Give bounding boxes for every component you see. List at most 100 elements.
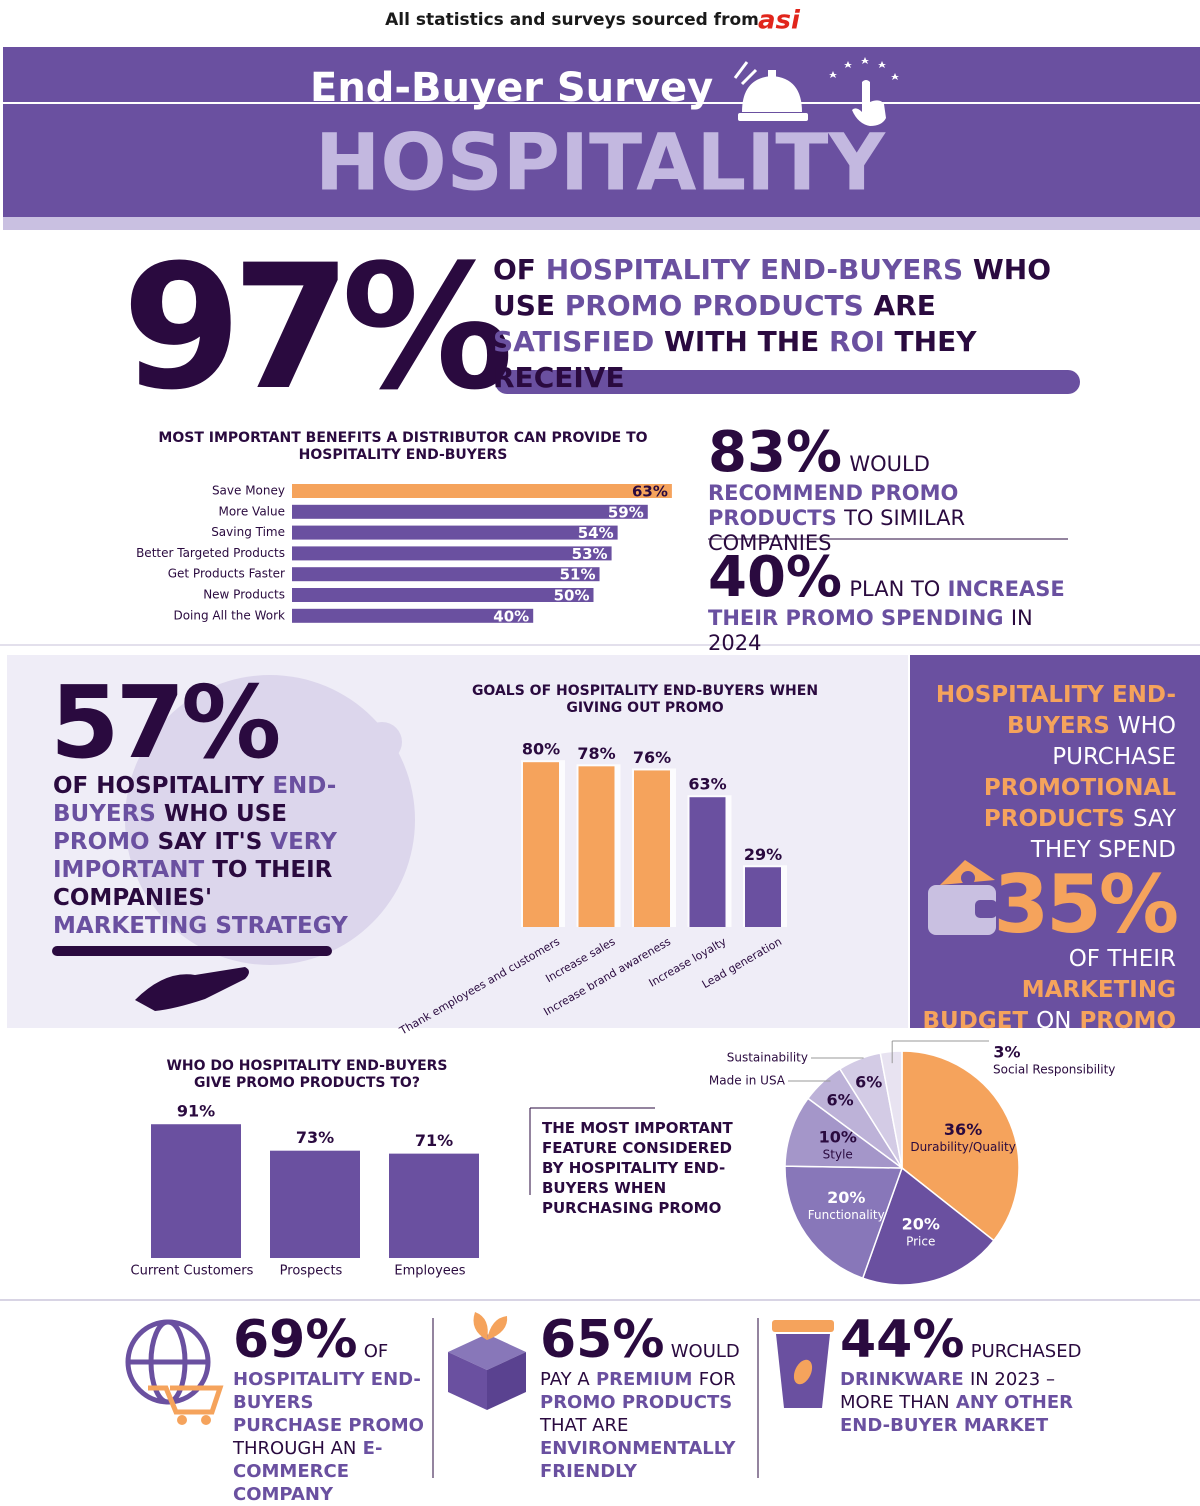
text: WHO PURCHASE bbox=[1052, 713, 1176, 770]
text: FOR bbox=[698, 1369, 736, 1390]
tray bbox=[52, 946, 332, 956]
text: SATISFIED bbox=[493, 325, 655, 358]
value-label: 10% bbox=[819, 1128, 857, 1147]
text: SAY IT'S bbox=[157, 829, 263, 855]
text: DRINKWARE bbox=[840, 1369, 964, 1390]
category-label: Better Targeted Products bbox=[136, 546, 285, 560]
stat-text: HOSPITALITY END-BUYERS WHO PURCHASE PROM… bbox=[926, 680, 1176, 866]
bar bbox=[292, 484, 672, 498]
text: WOULD bbox=[849, 452, 930, 476]
text: PLAN TO bbox=[849, 577, 941, 601]
source-text: All statistics and surveys sourced from bbox=[385, 10, 759, 30]
value-label: 20% bbox=[827, 1188, 865, 1207]
text: PROMO PRODUCTS bbox=[564, 289, 864, 322]
text: WOULD PAY A bbox=[540, 1341, 740, 1390]
text: WITH THE bbox=[664, 325, 820, 358]
value-label: 76% bbox=[633, 748, 671, 767]
text: THROUGH AN bbox=[233, 1438, 357, 1459]
value-label: 73% bbox=[296, 1128, 334, 1147]
bar bbox=[151, 1124, 241, 1258]
cup-icon bbox=[772, 1320, 834, 1408]
text: PROMO PRODUCTS bbox=[540, 1392, 733, 1413]
category-label: Made in USA bbox=[709, 1074, 786, 1088]
value-label: 71% bbox=[415, 1131, 453, 1150]
chart-title: MOST IMPORTANT BENEFITS A DISTRIBUTOR CA… bbox=[158, 430, 648, 463]
decorative-bar bbox=[495, 370, 1080, 394]
stat-value: 57% bbox=[50, 664, 281, 781]
stat-text: 69% OF HOSPITALITY END-BUYERS PURCHASE P… bbox=[233, 1312, 428, 1506]
header-title: HOSPITALITY bbox=[315, 118, 886, 208]
text: RECOMMEND bbox=[708, 481, 863, 505]
bar bbox=[523, 762, 559, 927]
value-label: 20% bbox=[902, 1215, 940, 1234]
bar bbox=[292, 525, 618, 540]
bar bbox=[292, 588, 594, 602]
text: OF HOSPITALITY bbox=[53, 773, 265, 799]
stat-text: 44% PURCHASED DRINKWARE IN 2023 – MORE T… bbox=[840, 1312, 1100, 1437]
text: WHO USE bbox=[163, 801, 288, 827]
text: OF THEIR bbox=[1068, 946, 1176, 972]
wallet-icon bbox=[928, 860, 997, 935]
pie-slice bbox=[861, 1166, 995, 1286]
bar bbox=[745, 867, 781, 927]
bar bbox=[689, 797, 726, 927]
text: HOSPITALITY END-BUYERS PURCHASE PROMO bbox=[233, 1369, 424, 1436]
value-label: 54% bbox=[578, 524, 614, 542]
value-label: 50% bbox=[554, 587, 590, 605]
purple-panel bbox=[910, 655, 1200, 1028]
value-label: 6% bbox=[826, 1091, 853, 1110]
text: ROI bbox=[829, 325, 885, 358]
text: VERY IMPORTANT bbox=[53, 829, 337, 883]
category-label: Functionality bbox=[808, 1208, 885, 1222]
stat-value: 69% bbox=[233, 1310, 358, 1370]
category-label: Doing All the Work bbox=[173, 608, 285, 622]
value-label: 78% bbox=[577, 744, 615, 763]
text: PROMO PRODUCTS bbox=[708, 481, 959, 530]
header-stripe bbox=[3, 217, 1200, 230]
box-icon bbox=[448, 1312, 526, 1410]
category-label: Style bbox=[823, 1148, 853, 1162]
stat-value: 44% bbox=[840, 1310, 965, 1370]
text: MARKETING BUDGET bbox=[922, 977, 1176, 1034]
pie-slice bbox=[784, 1165, 904, 1280]
hand-icon bbox=[135, 967, 249, 1011]
value-label: 63% bbox=[688, 775, 726, 794]
text: MARKETING STRATEGY bbox=[53, 913, 348, 939]
bar bbox=[578, 766, 615, 927]
value-label: 91% bbox=[177, 1102, 215, 1121]
rating-icon bbox=[829, 57, 899, 126]
value-label: 80% bbox=[522, 740, 560, 759]
header-band bbox=[3, 47, 1200, 217]
globe-icon bbox=[125, 1319, 224, 1415]
text: PROMOTIONAL PRODUCTS bbox=[983, 775, 1176, 832]
text: TO THEIR COMPANIES' bbox=[53, 857, 333, 911]
text: WHO USE bbox=[493, 253, 1052, 322]
text: SAY THEY SPEND bbox=[1030, 806, 1176, 863]
value-label: 59% bbox=[608, 503, 644, 521]
stat-text: OF HOSPITALITY END-BUYERS WHO USE PROMO … bbox=[53, 772, 353, 940]
text: E-COMMERCE COMPANY bbox=[233, 1438, 383, 1505]
stat-text: 65% WOULD PAY A PREMIUM FOR PROMO PRODUC… bbox=[540, 1312, 750, 1483]
value-label: 29% bbox=[744, 845, 782, 864]
text: INCREASE bbox=[947, 577, 1065, 601]
value-label: 3% bbox=[993, 1043, 1020, 1062]
category-label: Current Customers bbox=[131, 1264, 254, 1279]
text: ENVIRONMENTALLY FRIENDLY bbox=[540, 1438, 736, 1482]
value-label: 36% bbox=[944, 1120, 982, 1139]
bar bbox=[634, 770, 670, 927]
bell-icon bbox=[733, 61, 808, 121]
text: PREMIUM bbox=[595, 1369, 693, 1390]
pie-slice bbox=[784, 1097, 905, 1169]
category-label: Durability/Quality bbox=[910, 1140, 1015, 1154]
value-label: 51% bbox=[560, 566, 596, 584]
bar bbox=[389, 1153, 479, 1258]
text: PROMO bbox=[53, 829, 150, 855]
category-label: Save Money bbox=[212, 484, 285, 498]
source-logo: asi bbox=[758, 6, 801, 36]
value-label: 63% bbox=[632, 483, 668, 501]
pie-slice bbox=[901, 1050, 1020, 1242]
category-label: Sustainability bbox=[727, 1051, 808, 1065]
chart-title: THE MOST IMPORTANT FEATURE CONSIDERED BY… bbox=[542, 1119, 733, 1217]
